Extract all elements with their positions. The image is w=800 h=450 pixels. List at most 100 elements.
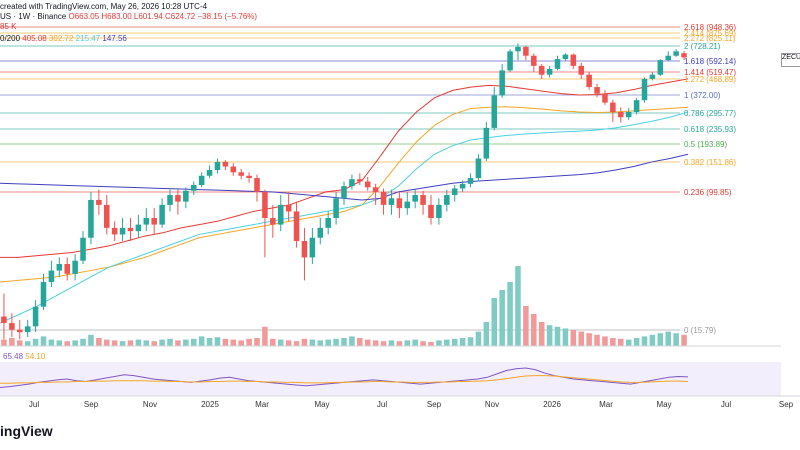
symbol[interactable]: US · 1W · Binance xyxy=(0,12,67,21)
fib-label: 0.618 (235.93) xyxy=(684,125,736,134)
x-tick-label: Mar xyxy=(255,400,269,409)
candle-body xyxy=(151,218,157,225)
candle-body xyxy=(665,55,671,61)
volume-bar xyxy=(515,266,521,346)
candle-body xyxy=(444,195,450,205)
candle-body xyxy=(594,87,600,94)
candle-body xyxy=(72,260,78,274)
x-tick-label: Sep xyxy=(779,400,794,409)
candle-body xyxy=(570,54,577,66)
fib-label: 2 (728.21) xyxy=(684,42,721,51)
candle-body xyxy=(262,191,268,219)
ma-value-4: 147.56 xyxy=(102,34,127,43)
candle-body xyxy=(625,112,632,118)
volume-bar xyxy=(325,339,331,346)
volume-bar xyxy=(459,338,466,346)
volume-bar xyxy=(570,330,577,346)
candle-body xyxy=(491,95,498,128)
ma-value-3: 215.47 xyxy=(75,34,101,43)
volume-bar xyxy=(507,282,513,346)
candle-body xyxy=(206,169,213,176)
moving-average-line xyxy=(0,111,689,324)
volume-bar xyxy=(404,340,411,346)
volume-bar xyxy=(167,338,173,346)
volume-bar xyxy=(618,338,624,346)
volume-bar xyxy=(317,340,324,346)
volume-bar xyxy=(562,328,569,346)
volume-bar xyxy=(222,338,229,346)
candle-body xyxy=(396,198,403,209)
candle-body xyxy=(222,161,229,167)
volume-bar xyxy=(88,334,94,346)
candle-body xyxy=(9,323,15,330)
volume-bar xyxy=(586,333,592,346)
ma-value-1: 405.08 xyxy=(22,34,47,43)
volume-bar xyxy=(594,334,600,346)
ma-legend-label: 0/200 xyxy=(0,34,21,43)
volume-bar xyxy=(285,340,292,346)
volume-bar xyxy=(673,333,679,346)
candle-body xyxy=(657,60,664,75)
volume-bar xyxy=(190,338,197,346)
rsi-line xyxy=(0,375,689,384)
candle-body xyxy=(32,306,39,327)
volume-bar xyxy=(554,326,561,346)
volume-bar xyxy=(143,340,150,346)
volume-bar xyxy=(467,337,474,346)
candle-body xyxy=(143,218,150,225)
volume-bar xyxy=(499,290,505,346)
candle-body xyxy=(507,51,513,71)
volume-bar xyxy=(206,338,213,346)
candle-body xyxy=(681,53,687,58)
candle-body xyxy=(618,112,624,118)
candle-body xyxy=(673,51,679,56)
candle-body xyxy=(436,204,442,219)
volume-bar xyxy=(531,314,537,346)
volume-bar xyxy=(380,341,387,346)
candle-body xyxy=(475,158,482,179)
candle-body xyxy=(111,227,118,235)
ticker-tag[interactable]: ZECU xyxy=(781,53,800,67)
candle-body xyxy=(1,316,7,324)
volume-bar xyxy=(396,341,403,346)
candle-body xyxy=(538,65,545,75)
candle-body xyxy=(167,195,173,205)
candle-body xyxy=(483,127,490,159)
fib-label: 0 (15.79) xyxy=(684,326,716,335)
candle-body xyxy=(17,329,23,333)
volume-bar xyxy=(578,331,585,346)
volume-bar xyxy=(1,339,7,346)
volume-bar xyxy=(633,338,640,346)
candle-body xyxy=(254,178,260,192)
volume-bar xyxy=(546,325,553,346)
candle-body xyxy=(159,204,165,225)
volume-bar xyxy=(72,340,78,346)
candlesticks xyxy=(1,43,687,340)
volume-bar xyxy=(357,338,363,346)
candle-body xyxy=(56,263,63,271)
price-lines xyxy=(0,26,680,331)
volume-bar xyxy=(293,341,300,346)
candle-body xyxy=(183,190,189,202)
fib-label: 0.382 (151.86) xyxy=(684,158,736,167)
candle-body xyxy=(238,172,244,176)
volume-bar xyxy=(159,339,165,346)
ma-value-2: 302.72 xyxy=(48,34,74,43)
candle-body xyxy=(546,68,553,75)
candle-body xyxy=(48,270,55,283)
fib-label: 2.272 (825.11) xyxy=(684,34,736,43)
volume-bar xyxy=(119,341,126,346)
volume-bar xyxy=(349,336,355,346)
candle-body xyxy=(317,227,324,238)
volume-bar xyxy=(230,339,237,346)
x-tick-label: May xyxy=(656,400,671,409)
volume-bar xyxy=(198,336,205,346)
volume-bar xyxy=(444,339,450,346)
candle-body xyxy=(293,211,300,242)
candle-body xyxy=(649,74,656,79)
candle-body xyxy=(641,78,648,101)
rsi-band xyxy=(0,362,781,396)
candle-body xyxy=(246,175,252,179)
fib-label: 1 (372.00) xyxy=(684,91,721,100)
